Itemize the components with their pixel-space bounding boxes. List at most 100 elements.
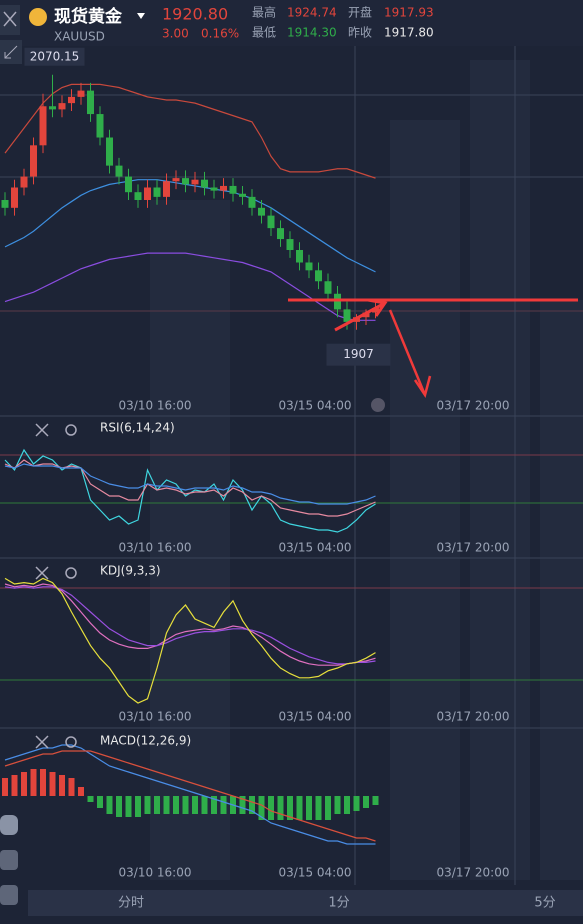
gold-icon	[29, 8, 47, 26]
macd-bar	[87, 796, 94, 802]
macd-bar	[296, 796, 303, 820]
tab[interactable]: 分时	[118, 896, 144, 911]
time-label: 03/10 16:00	[119, 866, 192, 880]
high-price-tag: 2070.15	[30, 49, 80, 63]
time-label: 03/15 04:00	[279, 710, 352, 724]
candle-body	[334, 293, 341, 310]
macd-bar	[249, 796, 255, 814]
macd-bar	[135, 796, 141, 817]
candle-body	[163, 181, 170, 197]
candle-body	[49, 106, 56, 110]
macd-bar	[268, 796, 274, 820]
macd-bar	[344, 796, 350, 814]
macd-bar	[220, 796, 227, 814]
macd-bar	[287, 796, 293, 820]
close-icon	[3, 11, 17, 27]
macd-bar	[182, 796, 189, 814]
candle-body	[258, 207, 265, 216]
tab[interactable]: 5分	[534, 896, 555, 911]
candle-body	[372, 308, 379, 313]
scroll-handle[interactable]	[371, 398, 385, 412]
indicator-title: KDJ(9,3,3)	[100, 564, 161, 578]
macd-bar	[306, 796, 312, 820]
candle-body	[182, 178, 189, 185]
macd-bar	[211, 796, 217, 814]
candle-body	[96, 114, 104, 138]
candle-body	[153, 187, 161, 197]
macd-bar	[353, 796, 360, 811]
candle-body	[11, 187, 18, 208]
candle-body	[20, 176, 28, 188]
low-price-tag: 1907	[343, 347, 374, 361]
candle-body	[343, 309, 351, 322]
macd-bar	[363, 796, 369, 808]
value: 1917.93	[384, 6, 434, 20]
panel-icons	[35, 423, 77, 749]
price: 1920.80	[162, 5, 228, 24]
indicator-title: MACD(12,26,9)	[100, 734, 191, 748]
macd-bar	[173, 796, 179, 814]
candle-body	[277, 228, 284, 240]
candle-body	[125, 176, 132, 193]
macd-bar	[334, 796, 341, 814]
candle-body	[267, 215, 275, 229]
value: 1924.74	[287, 6, 337, 20]
time-label: 03/15 04:00	[279, 866, 352, 880]
time-label: 03/10 16:00	[119, 710, 192, 724]
instrument-name[interactable]: 现货黄金	[54, 6, 123, 27]
macd-bar	[201, 796, 208, 814]
indicator-line	[4, 586, 376, 665]
label: 最高	[252, 5, 276, 20]
candle-body	[134, 192, 142, 200]
macd-bar	[2, 778, 8, 796]
macd-bar	[277, 796, 284, 820]
candle-body	[324, 281, 332, 294]
macd-bar	[21, 772, 27, 796]
candle-body	[315, 270, 322, 282]
tab[interactable]: 1分	[328, 896, 349, 911]
price-tag-bg	[24, 47, 85, 66]
indicator-line	[4, 577, 376, 704]
candle-body	[1, 200, 9, 208]
indicator-line	[4, 750, 376, 842]
candle-body	[220, 185, 227, 191]
macd-bar	[40, 769, 46, 796]
candle-body	[144, 187, 151, 200]
candle-body	[115, 165, 123, 177]
dropdown-arrow[interactable]	[137, 13, 145, 19]
indicator-line	[4, 83, 376, 179]
macd-bar	[315, 796, 322, 820]
indicator-line	[4, 179, 376, 273]
price-tag-bg	[326, 343, 391, 366]
shrink-icon	[4, 45, 18, 59]
macd-bar	[49, 772, 56, 796]
left-toolbar	[0, 815, 18, 905]
candle-body	[172, 178, 180, 182]
candle-body	[239, 193, 246, 197]
candle-body	[39, 106, 47, 146]
time-label: 03/15 04:00	[279, 399, 352, 413]
candle-body	[210, 187, 218, 191]
indicator-line	[4, 463, 376, 505]
change-pct: 0.16%	[201, 27, 239, 41]
macd-bar	[163, 796, 170, 814]
value: 1914.30	[287, 26, 337, 40]
macd-bar	[11, 775, 18, 796]
candle-body	[286, 239, 294, 250]
candle-body	[229, 185, 237, 194]
macd-bar	[125, 796, 132, 817]
backdrop	[150, 60, 583, 880]
macd-bar	[30, 769, 37, 796]
candle-body	[248, 196, 256, 208]
candle-body	[58, 103, 66, 110]
macd-bar	[144, 796, 151, 814]
symbol: XAUUSD	[54, 30, 105, 44]
candle-body	[305, 262, 313, 271]
indicator-line	[4, 583, 376, 666]
label: 开盘	[348, 5, 372, 20]
candle-body	[296, 250, 303, 263]
drawn-annotation	[288, 298, 578, 399]
candle-body	[201, 179, 208, 188]
time-label: 03/15 04:00	[279, 541, 352, 555]
